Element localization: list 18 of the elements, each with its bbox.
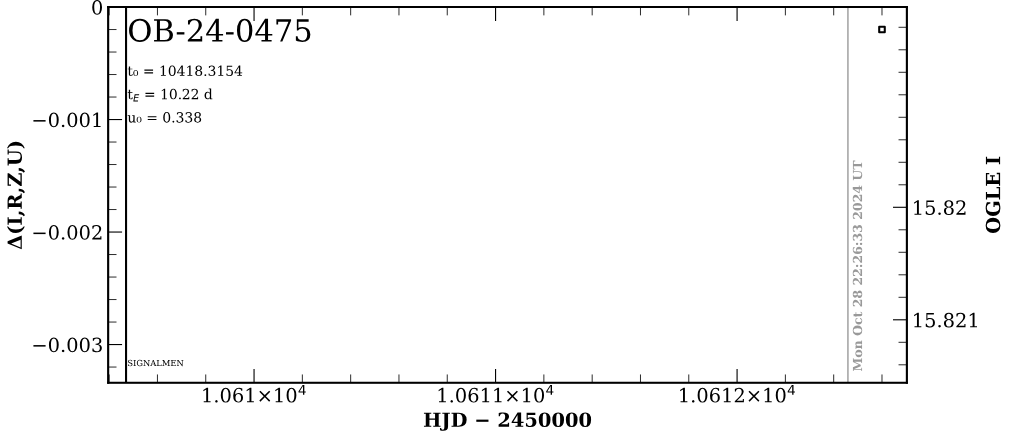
x-tick-label: 1.061×10$^{4}$ [203,384,306,403]
annotation: t₀ = 10418.3154 [127,65,243,77]
y-tick-label: −0.001 [33,112,101,128]
annotation: t$_{E}$ = 10.22 d [127,88,213,102]
y-tick-label: −0.003 [33,337,102,353]
annotation: Mon Oct 28 22:26:33 2024 UT [852,160,863,371]
y2-tick-label: 15.821 [914,312,977,328]
y-tick-label: 0 [92,0,103,15]
annotation: SIGNALMEN [128,359,184,367]
y-axis-title: Δ(I,R,Z,U) [6,141,25,250]
chart-title: OB-24-0475 [129,18,311,42]
x-tick-label: 1.0611×10$^{4}$ [438,384,554,403]
x-tick-label: 1.0612×10$^{4}$ [680,384,795,403]
y-tick-label: −0.002 [33,225,102,240]
x-axis-title: HJD − 2450000 [423,412,592,431]
y2-axis-title: OGLE I [985,156,1001,234]
y2-tick-label: 15.82 [914,200,966,215]
annotation: u₀ = 0.338 [127,112,202,123]
